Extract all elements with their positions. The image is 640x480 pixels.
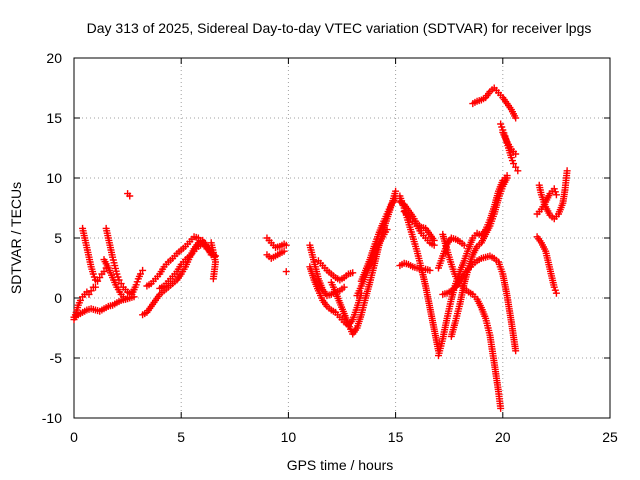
x-tick-label: 15 bbox=[388, 429, 404, 445]
series-K bbox=[263, 234, 290, 252]
data-point bbox=[136, 270, 144, 278]
data-point bbox=[139, 266, 147, 274]
series-D bbox=[102, 224, 138, 297]
series-C bbox=[79, 224, 110, 285]
series-P bbox=[314, 257, 357, 284]
data-marks bbox=[70, 84, 571, 412]
data-point bbox=[514, 167, 522, 175]
series-AE bbox=[499, 128, 520, 158]
y-tick-label: 20 bbox=[46, 50, 62, 66]
series-S bbox=[353, 226, 391, 300]
series-W bbox=[396, 259, 434, 274]
data-point bbox=[85, 290, 93, 298]
y-tick-label: 10 bbox=[46, 170, 62, 186]
series-H bbox=[143, 233, 220, 290]
series-L bbox=[263, 247, 288, 262]
y-tick-label: 0 bbox=[54, 290, 62, 306]
y-tick-label: 5 bbox=[54, 230, 62, 246]
data-point bbox=[460, 241, 468, 249]
x-tick-label: 0 bbox=[70, 429, 78, 445]
data-point bbox=[100, 268, 108, 276]
data-point bbox=[91, 283, 99, 291]
data-point bbox=[126, 192, 134, 200]
data-point bbox=[512, 150, 520, 158]
series-M bbox=[282, 268, 290, 276]
x-tick-label: 10 bbox=[281, 429, 297, 445]
data-point bbox=[87, 287, 95, 295]
axis-ticks: 0 5 10 15 20 25 -10 -5 0 5 10 15 20 bbox=[42, 50, 618, 445]
x-tick-label: 5 bbox=[177, 429, 185, 445]
data-point bbox=[209, 275, 217, 283]
series-I bbox=[156, 240, 207, 292]
x-axis-label: GPS time / hours bbox=[287, 457, 394, 473]
data-point bbox=[126, 294, 134, 302]
series-F bbox=[124, 190, 134, 200]
data-point bbox=[563, 167, 571, 175]
data-point bbox=[199, 240, 207, 248]
series-J bbox=[207, 239, 220, 283]
data-point bbox=[552, 191, 560, 199]
data-point bbox=[497, 404, 505, 412]
data-point bbox=[392, 187, 400, 195]
series-N bbox=[306, 241, 348, 300]
data-point bbox=[280, 247, 288, 255]
y-tick-label: 15 bbox=[46, 110, 62, 126]
data-point bbox=[430, 241, 438, 249]
series-G bbox=[139, 236, 215, 319]
data-point bbox=[503, 174, 511, 182]
series-AB bbox=[447, 174, 511, 340]
data-point bbox=[383, 226, 391, 234]
data-point bbox=[76, 296, 84, 304]
data-point bbox=[94, 277, 102, 285]
data-point bbox=[512, 114, 520, 122]
x-tick-label: 25 bbox=[602, 429, 618, 445]
series-AH bbox=[535, 167, 571, 223]
series-E bbox=[100, 256, 147, 303]
series-T bbox=[396, 192, 442, 355]
x-tick-label: 20 bbox=[495, 429, 511, 445]
data-point bbox=[349, 269, 357, 277]
data-point bbox=[117, 280, 125, 288]
chart-title: Day 313 of 2025, Sidereal Day-to-day VTE… bbox=[87, 20, 592, 36]
series-U bbox=[396, 198, 438, 244]
data-point bbox=[426, 266, 434, 274]
y-tick-label: -5 bbox=[50, 350, 63, 366]
data-point bbox=[340, 283, 348, 291]
data-point bbox=[96, 274, 104, 282]
series-AA bbox=[439, 252, 520, 355]
grid-lines bbox=[74, 58, 610, 418]
data-point bbox=[512, 163, 520, 171]
data-point bbox=[282, 268, 290, 276]
data-point bbox=[510, 160, 518, 168]
y-tick-label: -10 bbox=[42, 410, 62, 426]
data-point bbox=[552, 289, 560, 297]
series-AF bbox=[533, 233, 560, 297]
data-point bbox=[282, 241, 290, 249]
series-AC bbox=[469, 84, 520, 122]
y-axis-label: SDTVAR / TECUs bbox=[8, 182, 24, 294]
series-V bbox=[400, 208, 438, 249]
data-point bbox=[512, 347, 520, 355]
series-Z bbox=[439, 230, 505, 412]
